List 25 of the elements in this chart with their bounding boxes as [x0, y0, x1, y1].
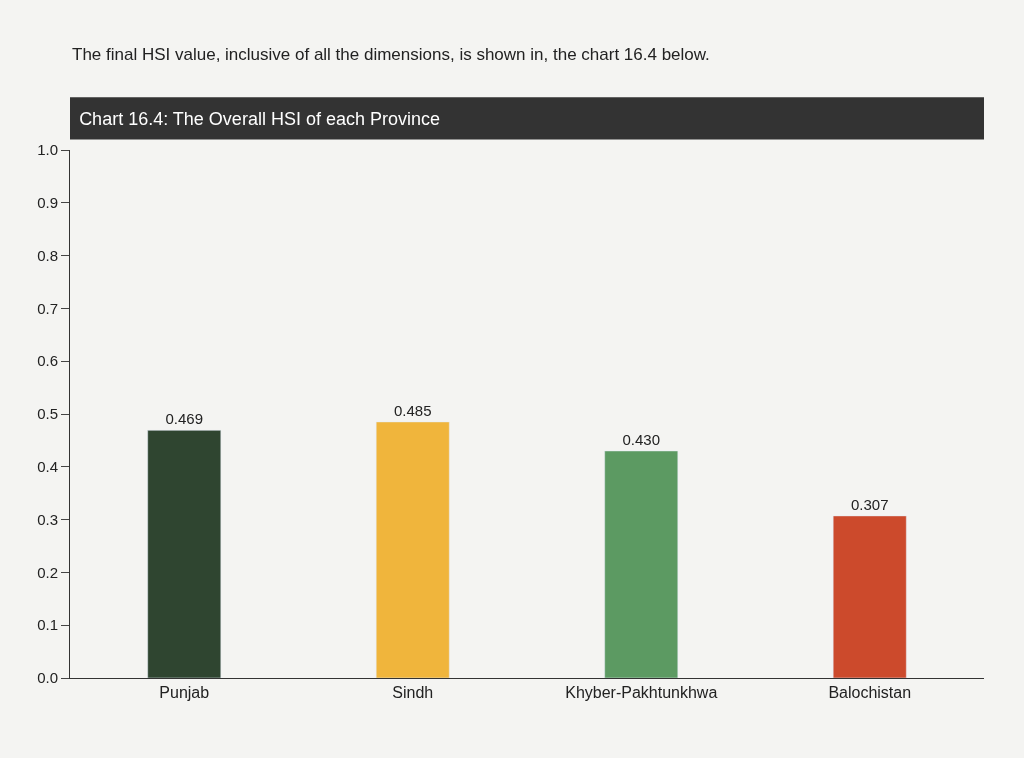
bar [832, 515, 907, 678]
text: The final HSI value, inclusive of all the dimensions, is shown in, the chart 16.4 below. [72, 45, 710, 64]
x-tick-label: Sindh [392, 684, 434, 702]
data-label: 0.485 [393, 401, 432, 419]
chart-title: Chart 16.4: The Overall HSI of each Province [79, 108, 440, 129]
data-label: 0.307 [850, 495, 889, 513]
y-tick-label: 0.6 [37, 352, 58, 370]
y-tick-label: 0.3 [37, 510, 58, 528]
bar [147, 430, 222, 678]
y-tick-label: 0.1 [37, 616, 58, 634]
y-tick-label: 0.7 [37, 299, 58, 317]
y-tick-label: 1.0 [37, 141, 58, 159]
x-tick-label: Punjab [159, 684, 210, 702]
y-tick-label: 0.4 [37, 458, 58, 476]
x-tick-label: Balochistan [828, 684, 912, 702]
x-tick-label: Khyber-Pakhtunkhwa [565, 684, 718, 702]
y-tick-label: 0.8 [37, 246, 58, 264]
y-tick-label: 0.2 [37, 563, 58, 581]
data-label: 0.469 [165, 410, 204, 428]
y-tick-label: 0.0 [37, 669, 58, 687]
y-tick-label: 0.5 [37, 405, 58, 423]
bar [375, 421, 450, 678]
bar [604, 450, 679, 678]
y-tick-label: 0.9 [37, 194, 58, 212]
data-label: 0.430 [622, 430, 661, 448]
